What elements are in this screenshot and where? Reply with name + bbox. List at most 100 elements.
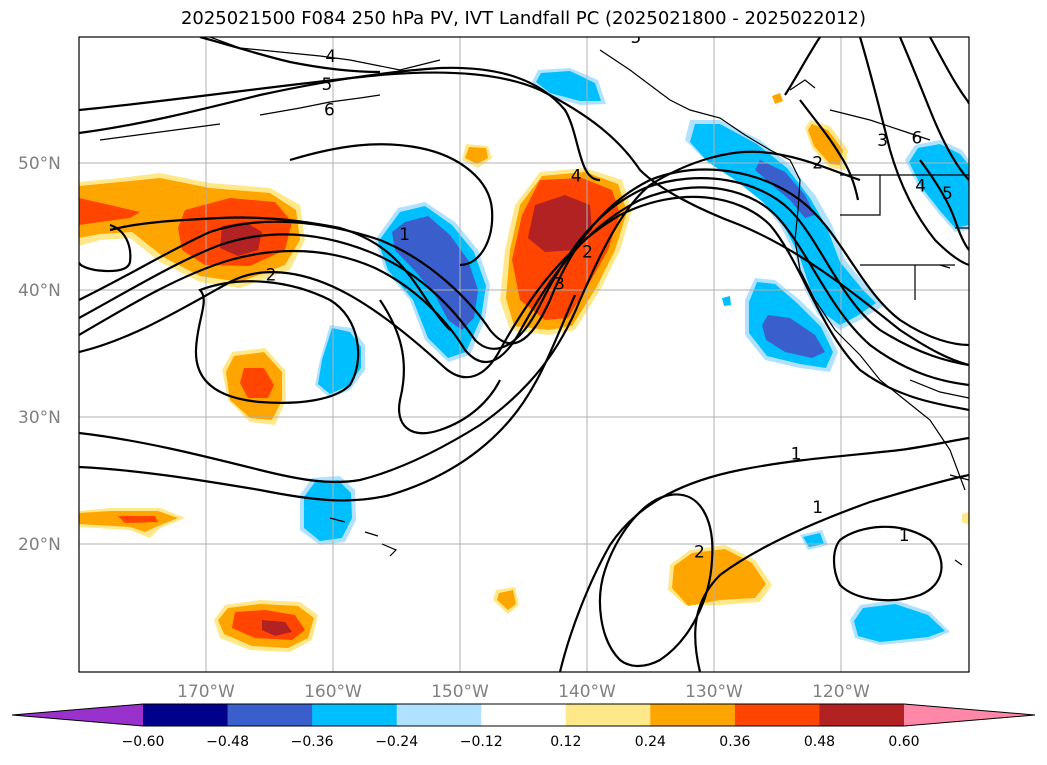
contour-label: 1 xyxy=(899,526,910,546)
pv-contour xyxy=(832,525,943,602)
colorbar-tick-label: 0.48 xyxy=(804,734,835,750)
colorbar-outline xyxy=(11,703,1036,727)
colorbar-tick-label: −0.24 xyxy=(375,734,418,750)
pv-contour xyxy=(79,150,861,484)
pv-contour xyxy=(79,168,969,347)
colorbar-tick-label: 0.12 xyxy=(550,734,581,750)
pv-contour xyxy=(929,37,969,105)
pv-contour xyxy=(194,280,360,404)
pv-contour xyxy=(694,473,969,672)
contour-label: 5 xyxy=(322,75,333,95)
colorbar-extend-low xyxy=(12,704,143,726)
colorbar-tick-label: −0.60 xyxy=(122,734,165,750)
colorbar-extend-high xyxy=(904,704,1035,726)
pv-contour xyxy=(109,216,451,331)
pv-contour xyxy=(558,436,969,672)
contour-label: 5 xyxy=(942,184,953,204)
colorbar-tick-label: 0.60 xyxy=(888,734,919,750)
negative-anomaly xyxy=(762,315,825,358)
pv-contour xyxy=(799,99,860,201)
pv-contour xyxy=(289,143,494,267)
contour-label: 6 xyxy=(324,100,335,120)
map-frame xyxy=(78,36,970,673)
colorbar-segment xyxy=(734,704,820,726)
colorbar-segment xyxy=(396,704,482,726)
contour-label: 5 xyxy=(630,28,641,48)
contour-label: 2 xyxy=(582,243,593,263)
positive-anomaly xyxy=(240,368,274,398)
coastlines xyxy=(99,37,969,566)
pv-positive-shading xyxy=(79,93,969,652)
contour-label: 1 xyxy=(791,445,802,465)
negative-anomaly xyxy=(854,604,945,642)
colorbar-tick-label: 0.24 xyxy=(635,734,666,750)
colorbar-tick-label: −0.48 xyxy=(206,734,249,750)
contour-label: 4 xyxy=(571,166,582,186)
lon-tick-label: 170°W xyxy=(177,682,235,702)
pv-contour xyxy=(79,223,132,273)
pv-contour xyxy=(79,66,601,182)
pv-contour xyxy=(919,159,969,251)
positive-anomaly xyxy=(465,147,488,164)
figure-title: 2025021500 F084 250 hPa PV, IVT Landfall… xyxy=(180,8,867,29)
colorbar-segment xyxy=(819,704,905,726)
positive-anomaly xyxy=(808,124,843,165)
pv-contour xyxy=(898,37,969,181)
contour-label: 1 xyxy=(812,498,823,518)
pv-contour xyxy=(858,37,969,267)
positive-anomaly xyxy=(497,590,516,610)
lon-tick-label: 140°W xyxy=(558,682,616,702)
colorbar-segment xyxy=(481,704,567,726)
latitude-labels: 50°N 40°N 30°N 20°N xyxy=(18,154,61,555)
contour-label: 4 xyxy=(325,47,336,67)
longitude-labels: 170°W 160°W 150°W 140°W 130°W 120°W xyxy=(177,682,870,702)
positive-anomaly xyxy=(528,195,592,252)
lat-tick-label: 20°N xyxy=(18,535,61,555)
pv-contour xyxy=(79,294,577,502)
positive-anomaly xyxy=(118,516,158,523)
positive-anomaly xyxy=(772,93,783,104)
pv-contour xyxy=(79,71,969,367)
negative-anomaly xyxy=(318,328,361,394)
pv-contour xyxy=(79,177,969,367)
gridlines xyxy=(79,37,969,672)
contour-label: 3 xyxy=(877,131,888,151)
pv-contours xyxy=(79,37,969,672)
pv-contour xyxy=(598,493,714,668)
contour-label: 4 xyxy=(915,177,926,197)
lon-tick-label: 160°W xyxy=(304,682,362,702)
lat-tick-label: 40°N xyxy=(18,281,61,301)
positive-anomaly xyxy=(962,512,969,525)
contour-label: 1 xyxy=(399,225,410,245)
lat-tick-label: 30°N xyxy=(18,408,61,428)
pv-contour xyxy=(379,299,501,435)
colorbar-segment xyxy=(227,704,313,726)
pv-contour xyxy=(199,37,381,74)
colorbar-segment xyxy=(312,704,398,726)
colorbar-tick-label: −0.12 xyxy=(460,734,503,750)
lon-tick-label: 150°W xyxy=(431,682,489,702)
negative-anomaly xyxy=(536,71,601,101)
colorbar-segment xyxy=(650,704,736,726)
contour-label: 2 xyxy=(694,542,705,562)
pv-contour xyxy=(784,37,821,96)
contour-label: 6 xyxy=(911,128,922,148)
positive-anomaly xyxy=(79,198,140,225)
colorbar: −0.60 −0.48 −0.36 −0.24 −0.12 0.12 0.24 0.36 0.4… xyxy=(11,703,1036,750)
lat-tick-label: 50°N xyxy=(18,154,61,174)
colorbar-segment xyxy=(565,704,651,726)
negative-anomaly xyxy=(304,480,352,541)
contour-label: 2 xyxy=(266,265,277,285)
lon-tick-label: 130°W xyxy=(685,682,743,702)
negative-anomaly xyxy=(722,296,731,306)
lon-tick-label: 120°W xyxy=(812,682,870,702)
contour-label: 2 xyxy=(812,154,823,174)
contour-label: 3 xyxy=(554,274,565,294)
pv-contour xyxy=(79,186,969,387)
colorbar-segment xyxy=(143,704,229,726)
positive-anomaly xyxy=(262,620,292,636)
pv-contour xyxy=(79,195,969,412)
